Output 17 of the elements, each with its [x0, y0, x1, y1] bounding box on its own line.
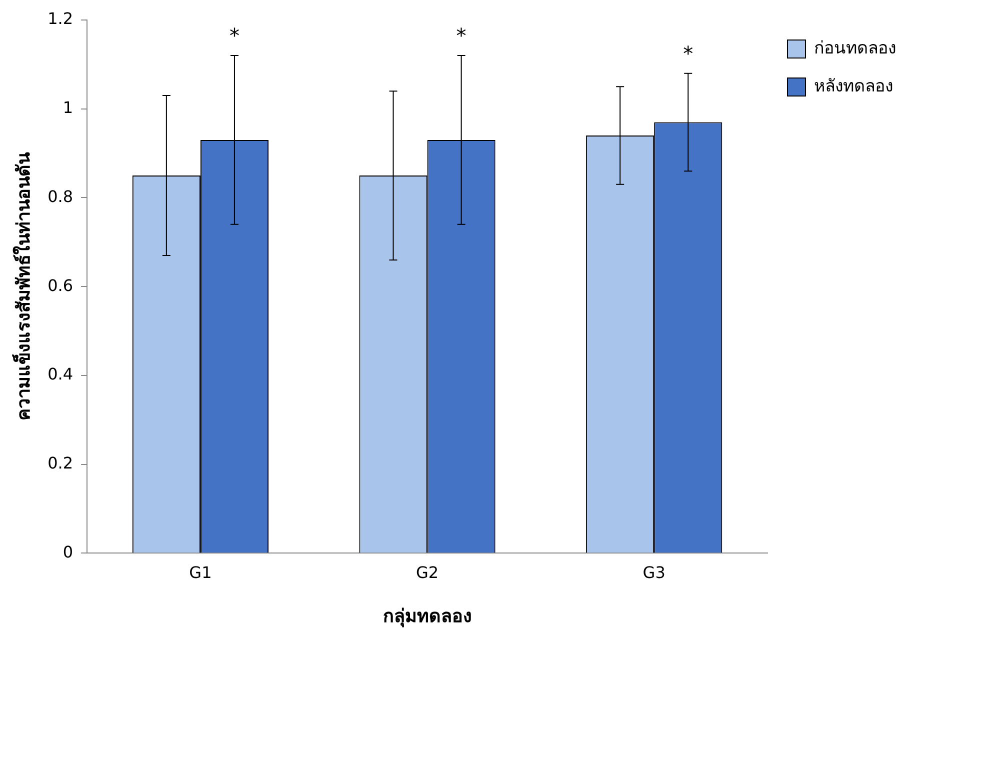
- x-tick-label: G3: [642, 562, 666, 582]
- y-tick-label: 0: [62, 542, 74, 562]
- annotation: *: [229, 24, 240, 48]
- y-tick-label: 0.4: [48, 364, 74, 384]
- x-tick-label: G2: [416, 562, 439, 582]
- legend-label: หลังทดลอง: [814, 76, 893, 96]
- annotation: *: [456, 24, 466, 48]
- x-tick-label: G1: [189, 562, 212, 582]
- legend-label: ก่อนทดลอง: [814, 38, 896, 58]
- y-tick-label: 0.6: [48, 276, 74, 295]
- y-tick-label: 0.2: [48, 453, 74, 472]
- y-tick-label: 1: [62, 98, 74, 118]
- x-axis-title: กลุ่มทดลอง: [382, 606, 472, 628]
- annotation: *: [683, 42, 694, 66]
- y-axis-title: ความแข็งแรงสัมพัทธ์ในท่านอนดัน: [11, 152, 34, 421]
- y-tick-label: 1.2: [48, 9, 74, 28]
- y-tick-label: 0.8: [48, 186, 74, 206]
